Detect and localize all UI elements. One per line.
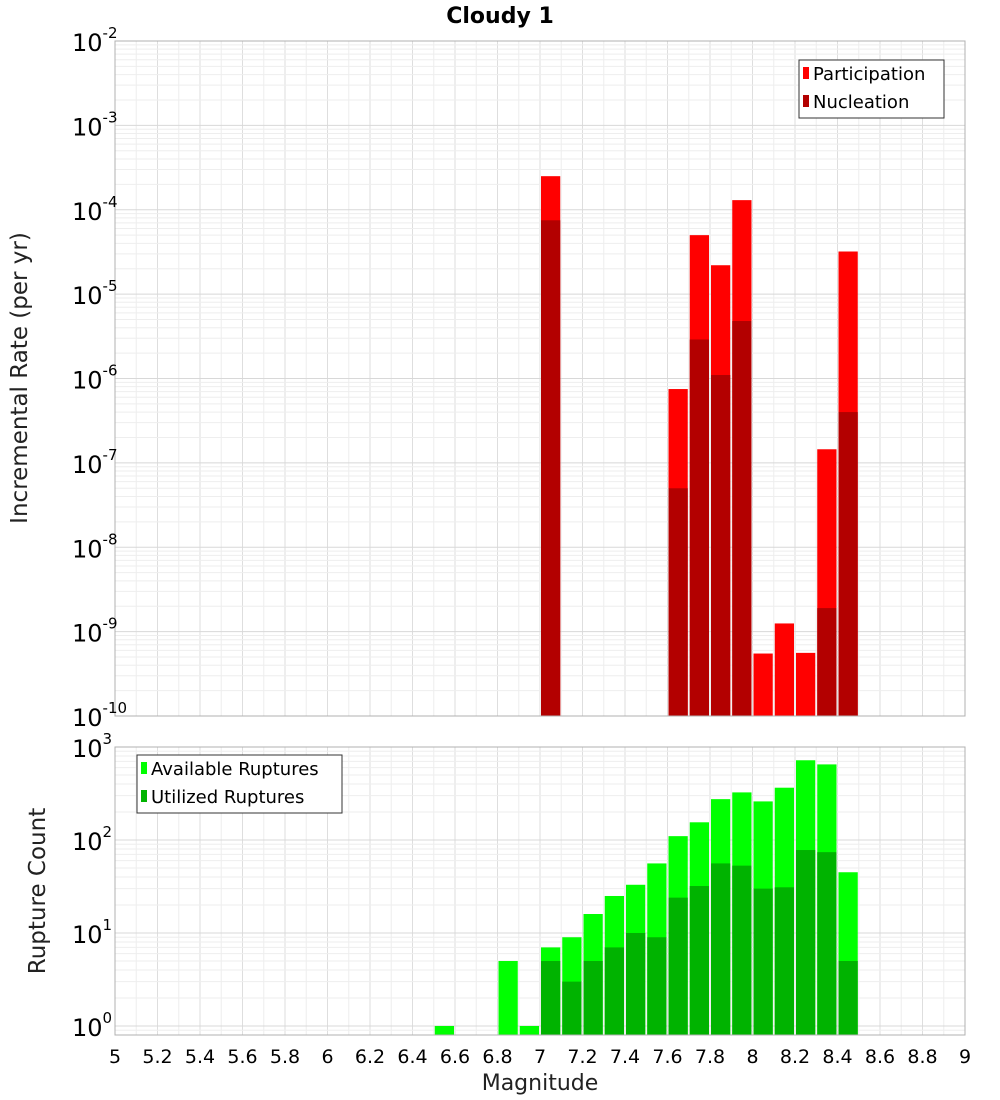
rate-y-tick-label: 10-7 [72,446,118,479]
x-tick-label: 8 [746,1046,758,1068]
rate-legend-box [798,59,945,119]
rate-bar [541,220,561,717]
rate-bar [668,488,688,716]
rate-y-tick-label: 10-8 [72,530,118,563]
count-bar [711,863,731,1035]
count-y-tick-label: 101 [72,916,112,949]
count-bar [689,886,709,1035]
count-legend: Available Ruptures Utilized Ruptures [136,754,343,814]
x-tick-label: 7.2 [567,1046,597,1068]
count-bar [434,1025,454,1035]
x-tick-label: 5 [109,1046,121,1068]
count-legend-swatch [141,790,147,802]
x-tick-label: 9 [959,1046,971,1068]
x-tick-label: 7.4 [610,1046,640,1068]
count-bar [838,960,858,1035]
chart-title: Cloudy 1 [446,4,554,29]
rate-plot-panel: 10-10 10-9 10-8 10-7 10-6 10-5 10-4 10-3 10-2 Par… [72,24,966,732]
rate-y-tick-label: 10-5 [72,277,118,310]
x-tick-label: 8.8 [907,1046,937,1068]
count-bar [817,852,837,1035]
count-y-tick-label: 100 [72,1009,112,1042]
x-tick-label: 6.2 [355,1046,385,1068]
count-bar [796,850,816,1035]
count-bar [583,960,603,1035]
count-bar [604,947,624,1035]
x-tick-label: 6.6 [440,1046,470,1068]
count-plot-frame [114,746,966,1036]
rate-y-tick-label: 10-4 [72,193,118,226]
count-bar [647,937,667,1035]
count-bar [541,960,561,1035]
rate-bar [753,653,773,716]
count-bar [774,887,794,1035]
rate-y-tick-label: 10-6 [72,362,118,395]
count-bar [498,960,518,1035]
count-bar [732,865,752,1035]
rate-legend-label: Nucleation [813,92,909,113]
rate-bar [838,412,858,716]
rate-legend-label: Participation [813,64,925,85]
x-tick-label: 6 [321,1046,333,1068]
rate-bar [711,375,731,716]
rate-bar [817,608,837,716]
x-axis-label: Magnitude [482,1071,599,1096]
count-legend-box [136,754,343,814]
count-series-2 [541,850,858,1035]
count-y-axis-label: Rupture Count [25,808,51,974]
count-legend-swatch [141,762,147,774]
count-y-tick-label: 103 [72,730,112,763]
x-tick-label: 7 [534,1046,546,1068]
x-tick-label: 7.8 [695,1046,725,1068]
count-y-tick-label: 102 [72,823,112,856]
rate-y-axis-label: Incremental Rate (per yr) [7,232,33,524]
x-tick-label: 5.8 [270,1046,300,1068]
rate-bar [732,321,752,716]
rate-y-tick-label: 10-9 [72,615,118,648]
rate-series-2 [541,220,858,717]
x-tick-label: 8.2 [780,1046,810,1068]
x-tick-label: 5.2 [142,1046,172,1068]
count-bar [626,932,646,1035]
count-bar [753,888,773,1035]
count-bar [519,1025,539,1035]
x-tick-label: 7.6 [652,1046,682,1068]
x-tick-label: 5.6 [227,1046,257,1068]
rate-y-tick-label: 10-10 [72,699,127,732]
rate-plot-frame [114,40,966,717]
rate-bar [689,339,709,716]
x-tick-label: 5.4 [185,1046,215,1068]
x-tick-label: 8.6 [865,1046,895,1068]
count-bar [668,897,688,1035]
rate-bar [796,652,816,716]
rate-y-tick-label: 10-2 [72,24,118,57]
x-tick-label: 6.4 [397,1046,427,1068]
rate-y-tick-label: 10-3 [72,108,118,141]
rate-legend: Participation Nucleation [798,59,945,119]
rate-legend-swatch [803,67,809,79]
x-tick-label: 8.4 [822,1046,852,1068]
x-tick-label: 6.8 [482,1046,512,1068]
count-legend-label: Utilized Ruptures [151,787,304,808]
rate-grid [114,40,966,717]
rate-bar [774,623,794,716]
count-legend-label: Available Ruptures [151,759,319,780]
rate-legend-swatch [803,95,809,107]
count-bar [562,981,582,1035]
